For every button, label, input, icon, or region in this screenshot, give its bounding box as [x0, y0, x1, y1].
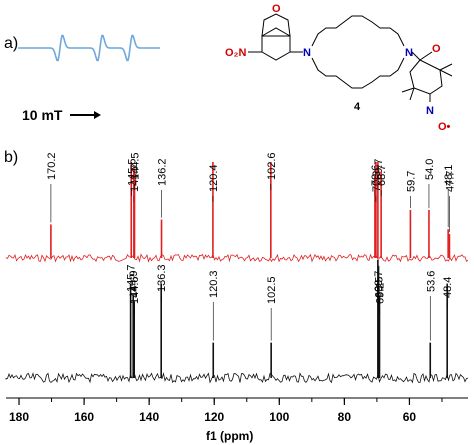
nmr-baseline-noise — [5, 253, 469, 263]
panel-b-label: b) — [4, 149, 18, 166]
nmr-peak-label: 59.7 — [405, 171, 417, 192]
nmr-peak-label: 145.7 — [126, 264, 138, 292]
oxadiazole-ring — [261, 13, 291, 37]
atom-nitroxide-n: N — [426, 105, 434, 117]
macrocycle-lower — [311, 57, 405, 89]
x-tick-label: 100 — [269, 410, 289, 424]
nmr-peak-label: 53.6 — [425, 271, 437, 292]
nmr-peak-label: 69.5 — [374, 277, 386, 298]
atom-nitroxide-o: O• — [438, 121, 451, 133]
atom-amine-n2: N — [405, 47, 413, 59]
molecule-structure — [248, 13, 453, 102]
scale-bar-arrowhead — [94, 111, 101, 119]
nmr-spectrum-1: 170.2145.5144.7144.5136.2120.4102.670.67… — [5, 152, 469, 263]
epr-scale-bar: 10 mT — [22, 107, 101, 123]
x-tick-label: 60 — [403, 410, 417, 424]
nmr-peak-label: 136.2 — [157, 158, 169, 186]
nmr-peak-label: 144.9 — [128, 270, 140, 298]
nmr-peak-label: 48.1 — [443, 165, 455, 186]
nmr-peak-label: 69.2 — [375, 283, 387, 304]
compound-number: 4 — [354, 101, 361, 113]
carbonyl-c-bond — [411, 51, 421, 61]
atom-carbonyl-o: O — [432, 43, 441, 55]
atom-no2: O₂N — [225, 47, 246, 59]
nmr-peak-label: 47.7 — [444, 171, 456, 192]
scale-bar-label: 10 mT — [22, 107, 63, 123]
nmr-peak-label: 144.5 — [130, 152, 142, 180]
piperidine-ring — [409, 59, 443, 95]
nmr-spectrum-2: 145.7144.9144.6136.3120.3102.569.769.569… — [5, 260, 469, 384]
atom-amine-n1: N — [303, 47, 311, 59]
nmr-peak-label: 136.3 — [156, 264, 168, 292]
nmr-baseline-noise — [5, 372, 469, 384]
x-axis: 180 160 140 120 100 80 60 — [6, 397, 468, 424]
methyl-4 — [409, 87, 415, 101]
methyl-3 — [401, 87, 415, 93]
epr-trace — [18, 34, 160, 62]
molecule-atoms: O₂N O N N O N O• 4 — [225, 3, 451, 133]
nmr-peak-label: 70.3 — [371, 171, 383, 192]
x-tick-label: 180 — [9, 410, 29, 424]
nmr-peak-label: 120.4 — [208, 164, 220, 192]
nmr-peak-label: 144.6 — [129, 276, 141, 304]
x-axis-title: f1 (ppm) — [206, 429, 253, 443]
atom-oxadiazole-o: O — [272, 3, 281, 15]
panel-a-label: a) — [4, 35, 18, 52]
nmr-peak-label: 120.3 — [208, 270, 220, 298]
nmr-peak-label: 48.4 — [442, 277, 454, 298]
x-tick-label: 160 — [74, 410, 94, 424]
nmr-peak-label: 102.5 — [266, 276, 278, 304]
carbonyl-double-bond — [419, 51, 433, 61]
x-tick-label: 80 — [338, 410, 352, 424]
nmr-peak-label: 102.6 — [266, 152, 278, 180]
x-tick-label: 140 — [139, 410, 159, 424]
macrocycle-upper — [311, 15, 405, 47]
nmr-peak-label: 68.7 — [376, 165, 388, 186]
methyl-1 — [439, 63, 453, 71]
epr-spectrum — [18, 34, 160, 62]
nmr-peak-label: 54.0 — [424, 159, 436, 180]
x-tick-label: 120 — [204, 410, 224, 424]
nmr-peak-label: 170.2 — [46, 152, 58, 180]
methyl-2 — [439, 69, 453, 77]
benzene-ring — [261, 27, 291, 61]
nmr-spectra: 170.2145.5144.7144.5136.2120.4102.670.67… — [5, 152, 469, 384]
